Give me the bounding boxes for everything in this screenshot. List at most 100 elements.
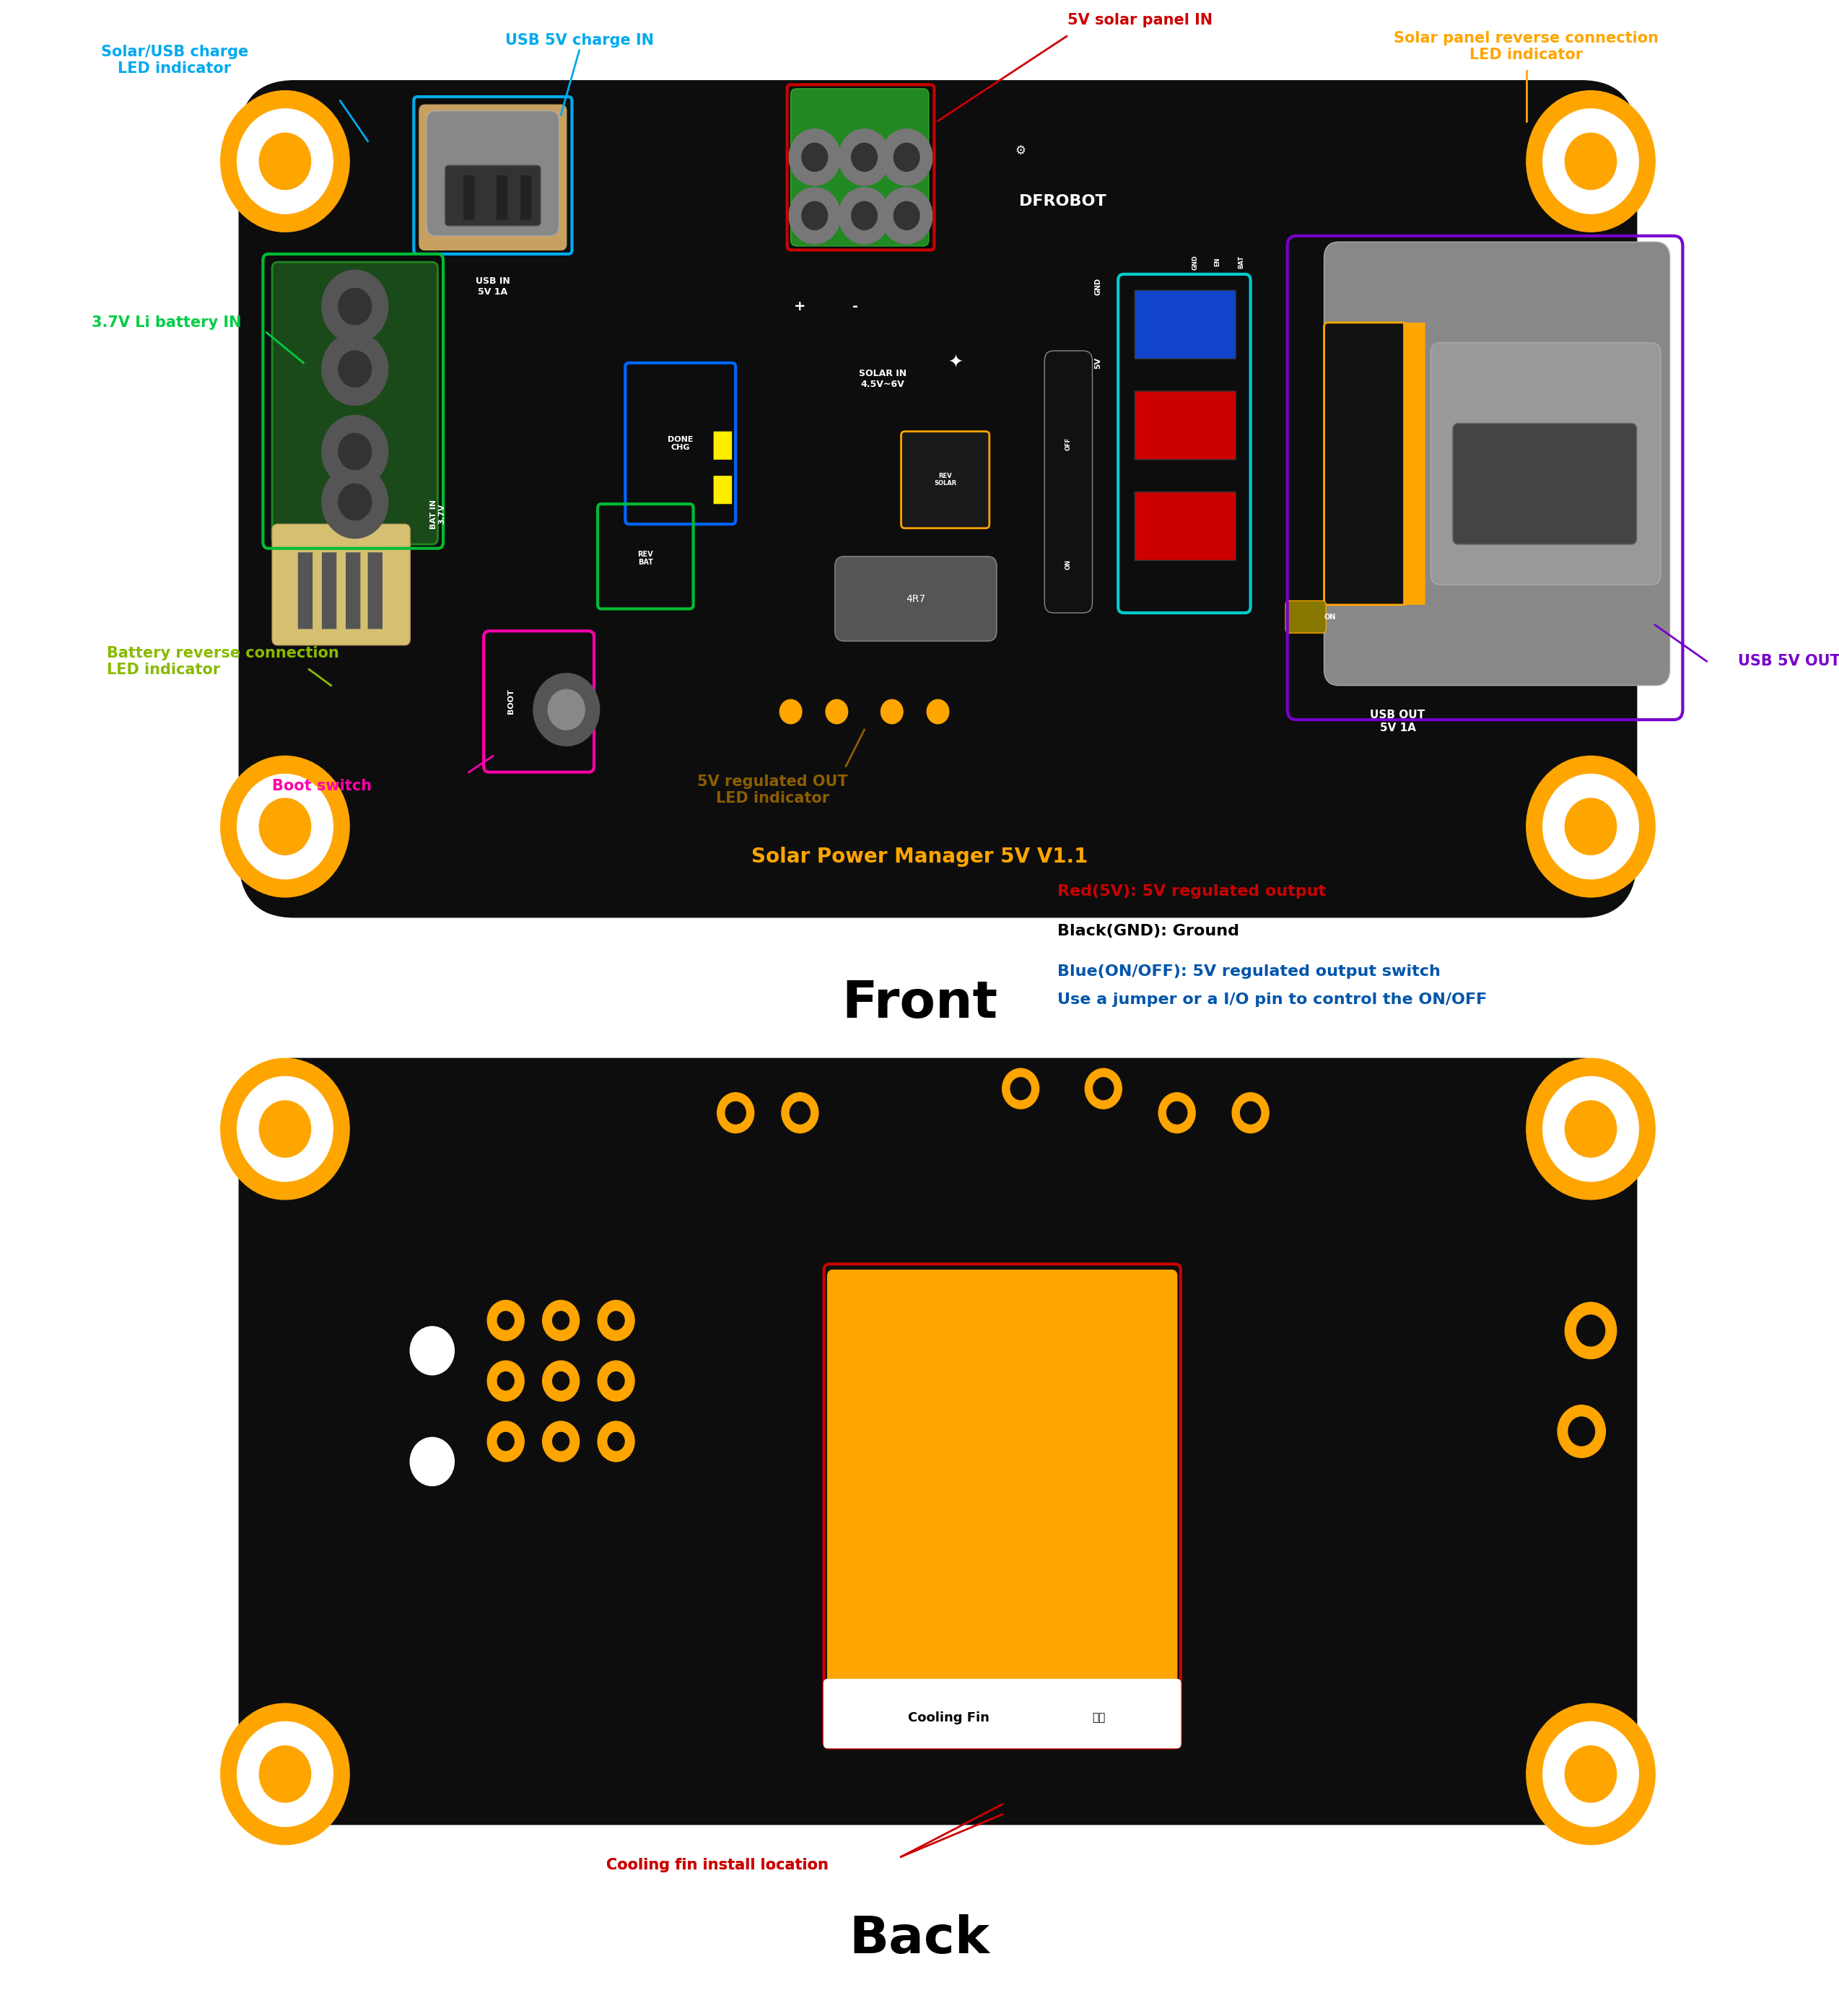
Text: Cooling fin install location: Cooling fin install location [607, 1857, 828, 1873]
Circle shape [789, 187, 840, 244]
FancyBboxPatch shape [272, 262, 438, 544]
FancyBboxPatch shape [239, 1058, 1637, 1824]
FancyBboxPatch shape [346, 552, 360, 629]
Text: GND: GND [1094, 278, 1102, 294]
Text: ⚙: ⚙ [1015, 145, 1026, 157]
FancyBboxPatch shape [497, 175, 508, 220]
Circle shape [1543, 774, 1639, 879]
FancyBboxPatch shape [824, 1679, 1181, 1748]
Text: USB OUT
5V 1A: USB OUT 5V 1A [1370, 710, 1425, 734]
FancyBboxPatch shape [828, 1270, 1177, 1744]
Circle shape [782, 1093, 818, 1133]
Circle shape [894, 143, 920, 171]
Circle shape [789, 129, 840, 185]
Text: ON: ON [1065, 558, 1072, 571]
Text: 4R7: 4R7 [907, 593, 925, 605]
Circle shape [237, 1077, 333, 1181]
Circle shape [1576, 1314, 1605, 1347]
Circle shape [780, 700, 802, 724]
Circle shape [1168, 1101, 1188, 1123]
Circle shape [322, 415, 388, 488]
Text: USB 5V charge IN: USB 5V charge IN [506, 32, 653, 48]
Circle shape [1565, 1302, 1616, 1359]
FancyBboxPatch shape [1135, 391, 1236, 460]
Circle shape [338, 351, 371, 387]
Circle shape [1569, 1417, 1594, 1445]
Circle shape [1002, 1068, 1039, 1109]
Circle shape [1565, 1101, 1616, 1157]
Circle shape [237, 1722, 333, 1826]
FancyBboxPatch shape [298, 552, 313, 629]
Circle shape [1565, 1746, 1616, 1802]
FancyBboxPatch shape [1135, 290, 1236, 359]
Circle shape [851, 143, 877, 171]
Text: REV
SOLAR: REV SOLAR [934, 474, 956, 486]
Circle shape [552, 1371, 570, 1391]
Text: ON: ON [1324, 613, 1335, 621]
Circle shape [725, 1101, 747, 1123]
Circle shape [497, 1312, 515, 1331]
Circle shape [221, 1058, 349, 1200]
Text: Cooling Fin: Cooling Fin [908, 1712, 989, 1724]
Circle shape [548, 689, 585, 730]
Text: REV
BAT: REV BAT [638, 550, 653, 566]
Circle shape [1526, 756, 1655, 897]
FancyBboxPatch shape [714, 476, 732, 504]
FancyBboxPatch shape [520, 175, 531, 220]
FancyBboxPatch shape [1403, 323, 1425, 605]
Circle shape [839, 129, 890, 185]
FancyBboxPatch shape [1135, 492, 1236, 560]
Text: Solar Power Manager 5V V1.1: Solar Power Manager 5V V1.1 [750, 847, 1089, 867]
Text: -: - [851, 300, 859, 312]
Circle shape [851, 202, 877, 230]
FancyBboxPatch shape [463, 175, 474, 220]
FancyBboxPatch shape [368, 552, 383, 629]
FancyBboxPatch shape [272, 524, 410, 645]
Circle shape [338, 288, 371, 325]
Text: BAT: BAT [1238, 256, 1245, 268]
Circle shape [1085, 1068, 1122, 1109]
Text: OFF: OFF [1065, 437, 1072, 450]
Circle shape [839, 187, 890, 244]
Circle shape [1526, 1058, 1655, 1200]
Circle shape [607, 1371, 625, 1391]
Circle shape [237, 774, 333, 879]
FancyBboxPatch shape [1324, 323, 1407, 605]
Text: +: + [794, 300, 805, 312]
Text: USB IN
5V 1A: USB IN 5V 1A [476, 276, 509, 296]
Text: 3.7V Li battery IN: 3.7V Li battery IN [92, 314, 241, 331]
Circle shape [802, 143, 828, 171]
Text: Boot switch: Boot switch [272, 778, 371, 794]
Circle shape [607, 1431, 625, 1452]
Circle shape [881, 700, 903, 724]
Circle shape [259, 1746, 311, 1802]
FancyBboxPatch shape [419, 105, 566, 250]
Circle shape [1526, 1704, 1655, 1845]
Circle shape [410, 1437, 454, 1486]
Text: EN: EN [1214, 258, 1221, 266]
Text: USB 5V OUT: USB 5V OUT [1738, 653, 1839, 669]
Circle shape [221, 1704, 349, 1845]
Circle shape [894, 202, 920, 230]
Circle shape [221, 756, 349, 897]
Text: Back: Back [850, 1915, 989, 1964]
FancyBboxPatch shape [901, 431, 989, 528]
Circle shape [598, 1421, 634, 1462]
Text: DONE
CHG: DONE CHG [668, 435, 693, 452]
Circle shape [338, 433, 371, 470]
Text: BOOT: BOOT [508, 689, 515, 714]
Circle shape [1558, 1405, 1605, 1458]
Text: Front: Front [842, 980, 997, 1028]
Text: SOLAR IN
4.5V~6V: SOLAR IN 4.5V~6V [859, 369, 907, 389]
Text: Black(GND): Ground: Black(GND): Ground [1057, 923, 1239, 939]
Circle shape [1092, 1077, 1114, 1101]
Circle shape [1543, 1077, 1639, 1181]
Circle shape [487, 1300, 524, 1341]
Text: ✦: ✦ [949, 355, 964, 371]
Circle shape [881, 129, 932, 185]
Circle shape [927, 700, 949, 724]
FancyBboxPatch shape [1431, 343, 1661, 585]
FancyBboxPatch shape [427, 111, 559, 236]
Text: Battery reverse connection
LED indicator: Battery reverse connection LED indicator [107, 645, 338, 677]
Text: 5V regulated OUT
LED indicator: 5V regulated OUT LED indicator [697, 774, 848, 806]
